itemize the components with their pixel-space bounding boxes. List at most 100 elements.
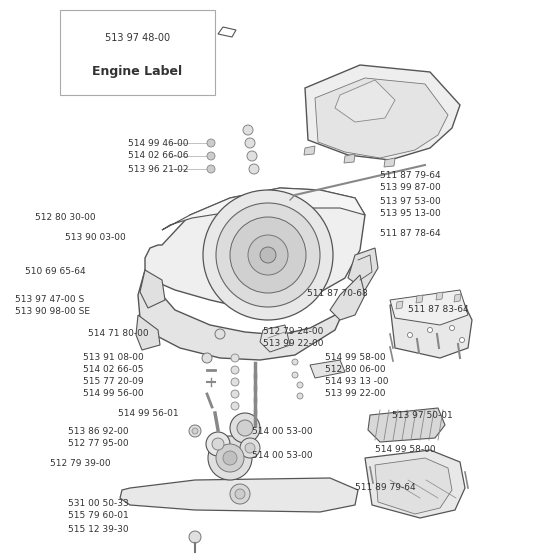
Polygon shape (396, 301, 403, 309)
Text: 514 71 80-00: 514 71 80-00 (88, 329, 148, 338)
Text: Engine Label: Engine Label (92, 66, 183, 78)
Circle shape (231, 390, 239, 398)
Circle shape (427, 328, 432, 333)
Polygon shape (145, 188, 365, 308)
Circle shape (231, 366, 239, 374)
Polygon shape (368, 408, 445, 442)
Circle shape (206, 432, 230, 456)
Text: 514 99 58-00: 514 99 58-00 (325, 353, 386, 362)
Text: 514 02 66-05: 514 02 66-05 (83, 366, 143, 375)
Circle shape (215, 329, 225, 339)
Circle shape (230, 413, 260, 443)
Circle shape (408, 333, 413, 338)
Text: 513 99 22-00: 513 99 22-00 (325, 390, 385, 399)
Circle shape (237, 420, 253, 436)
Text: 514 99 58-00: 514 99 58-00 (375, 446, 436, 455)
Circle shape (297, 382, 303, 388)
Polygon shape (162, 188, 365, 230)
Polygon shape (304, 146, 315, 155)
Circle shape (230, 217, 306, 293)
Circle shape (460, 338, 464, 343)
Circle shape (260, 247, 276, 263)
Circle shape (207, 165, 215, 173)
Text: 511 87 79-64: 511 87 79-64 (380, 170, 441, 180)
Circle shape (202, 353, 212, 363)
Circle shape (247, 151, 257, 161)
Polygon shape (436, 292, 443, 300)
Text: 513 97 53-00: 513 97 53-00 (380, 197, 441, 206)
Text: 512 80 06-00: 512 80 06-00 (325, 366, 386, 375)
Circle shape (216, 444, 244, 472)
Circle shape (248, 235, 288, 275)
Circle shape (192, 428, 198, 434)
Text: 514 93 13 -00: 514 93 13 -00 (325, 377, 389, 386)
Text: 511 87 83-64: 511 87 83-64 (408, 306, 469, 315)
Text: 513 90 98-00 SE: 513 90 98-00 SE (15, 306, 90, 315)
Polygon shape (138, 270, 360, 360)
Polygon shape (344, 154, 355, 163)
Polygon shape (260, 325, 290, 352)
Circle shape (292, 372, 298, 378)
Text: 514 00 53-00: 514 00 53-00 (252, 427, 312, 436)
Text: 515 77 20-09: 515 77 20-09 (83, 377, 143, 386)
Text: 514 99 46-00: 514 99 46-00 (128, 138, 189, 147)
Text: 514 99 56-00: 514 99 56-00 (83, 390, 143, 399)
Text: 514 99 56-01: 514 99 56-01 (118, 408, 179, 418)
Polygon shape (390, 295, 472, 358)
Text: 512 80 30-00: 512 80 30-00 (35, 213, 96, 222)
Circle shape (189, 531, 201, 543)
Text: 511 87 78-64: 511 87 78-64 (380, 230, 441, 239)
Polygon shape (348, 248, 378, 290)
Polygon shape (120, 478, 358, 512)
Text: 513 86 92-00: 513 86 92-00 (68, 427, 129, 436)
Text: 510 69 65-64: 510 69 65-64 (25, 268, 86, 277)
Text: 514 00 53-00: 514 00 53-00 (252, 450, 312, 460)
Text: 511 87 70-68: 511 87 70-68 (307, 288, 368, 297)
Polygon shape (416, 295, 423, 303)
Polygon shape (365, 450, 465, 518)
Circle shape (245, 443, 255, 453)
Polygon shape (310, 360, 345, 378)
Text: 513 97 48-00: 513 97 48-00 (105, 33, 170, 43)
Circle shape (297, 393, 303, 399)
Circle shape (245, 138, 255, 148)
Polygon shape (136, 315, 160, 350)
Circle shape (230, 484, 250, 504)
Polygon shape (140, 270, 165, 308)
Text: 515 12 39-30: 515 12 39-30 (68, 525, 129, 534)
Text: 515 79 60-01: 515 79 60-01 (68, 511, 129, 520)
Circle shape (231, 354, 239, 362)
Circle shape (240, 438, 260, 458)
Text: 513 95 13-00: 513 95 13-00 (380, 209, 441, 218)
Circle shape (231, 402, 239, 410)
Circle shape (292, 359, 298, 365)
Circle shape (203, 190, 333, 320)
Text: 513 96 21-02: 513 96 21-02 (128, 165, 189, 174)
Polygon shape (335, 80, 395, 122)
Polygon shape (375, 458, 452, 514)
Text: 514 02 66-06: 514 02 66-06 (128, 152, 189, 161)
Text: 513 90 03-00: 513 90 03-00 (65, 232, 126, 241)
Text: 512 79 24-00: 512 79 24-00 (263, 326, 323, 335)
Circle shape (243, 125, 253, 135)
Text: 513 91 08-00: 513 91 08-00 (83, 353, 144, 362)
Text: 513 97 50-01: 513 97 50-01 (392, 410, 452, 419)
Polygon shape (305, 65, 460, 160)
Circle shape (231, 378, 239, 386)
FancyBboxPatch shape (60, 10, 215, 95)
Circle shape (207, 152, 215, 160)
Polygon shape (315, 78, 448, 158)
Polygon shape (454, 294, 461, 302)
Text: 512 77 95-00: 512 77 95-00 (68, 440, 129, 449)
Circle shape (235, 489, 245, 499)
Text: 511 89 79-64: 511 89 79-64 (355, 483, 416, 492)
Circle shape (207, 139, 215, 147)
Polygon shape (330, 275, 365, 320)
Circle shape (249, 164, 259, 174)
Text: 513 97 47-00 S: 513 97 47-00 S (15, 295, 84, 304)
Circle shape (450, 325, 455, 330)
Polygon shape (384, 158, 395, 167)
Text: 531 00 50-33: 531 00 50-33 (68, 498, 129, 507)
Circle shape (208, 436, 252, 480)
Circle shape (223, 451, 237, 465)
